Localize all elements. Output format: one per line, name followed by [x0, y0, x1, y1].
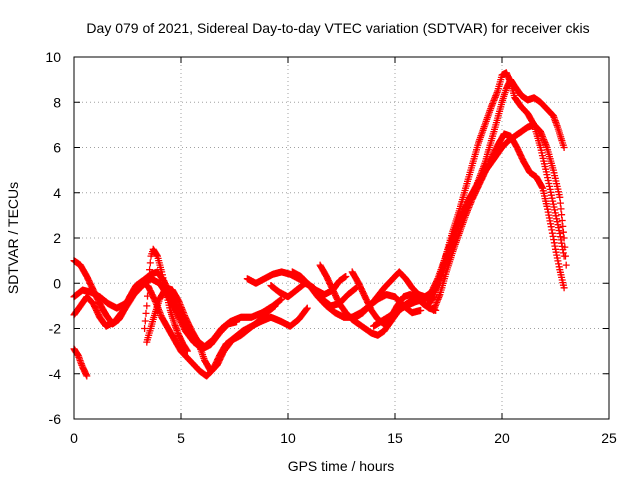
data-point: [417, 306, 425, 314]
x-tick-label-5: 25: [601, 430, 617, 446]
y-tick-label-8: 10: [45, 49, 61, 65]
data-point: [342, 273, 350, 280]
data-point: [141, 325, 149, 332]
data-point: [465, 204, 473, 211]
chart-title: Day 079 of 2021, Sidereal Day-to-day VTE…: [86, 20, 589, 36]
data-point: [544, 177, 552, 184]
y-tick-label-6: 6: [53, 140, 61, 156]
data-point: [183, 347, 191, 355]
data-point: [543, 171, 551, 179]
data-point: [549, 197, 557, 205]
y-tick-label-0: -6: [49, 411, 62, 427]
series-track-6: [143, 284, 279, 375]
x-tick-label-2: 10: [280, 430, 296, 446]
data-point: [144, 282, 152, 290]
data-point: [142, 309, 150, 317]
data-point: [434, 295, 442, 303]
data-point: [552, 212, 560, 220]
data-point: [551, 206, 559, 214]
data-point: [489, 98, 497, 106]
data-point: [553, 218, 561, 226]
data-point: [431, 302, 439, 310]
y-tick-labels: -6 -4 -2 0 2 4 6 8 10: [45, 49, 61, 427]
data-point: [538, 183, 546, 191]
data-point: [466, 200, 474, 208]
data-point: [433, 299, 441, 306]
data-point: [560, 284, 568, 292]
data-point: [146, 266, 154, 274]
data-point: [179, 307, 187, 315]
x-tick-label-0: 0: [70, 430, 78, 446]
data-point: [491, 95, 498, 103]
grid-lines: [74, 57, 609, 419]
x-tick-label-1: 5: [177, 430, 185, 446]
data-point: [303, 305, 311, 313]
series-track-15: [430, 130, 568, 314]
y-tick-label-7: 8: [53, 94, 61, 110]
data-point: [546, 182, 553, 190]
data-point: [462, 211, 470, 219]
data-point: [144, 292, 151, 300]
data-point: [492, 90, 500, 98]
data-point: [554, 257, 562, 265]
data-series: [70, 69, 570, 380]
axis-ticks: [73, 56, 610, 420]
y-axis-label: SDTVAR / TECUs: [5, 182, 21, 294]
data-point: [156, 308, 164, 316]
data-point: [143, 302, 151, 310]
data-point: [559, 228, 567, 236]
data-point: [176, 301, 184, 308]
data-point: [430, 306, 437, 314]
data-point: [141, 317, 149, 325]
data-point: [548, 229, 556, 237]
data-point: [562, 261, 570, 269]
data-point: [506, 77, 514, 85]
x-tick-label-3: 15: [387, 430, 403, 446]
data-point: [145, 273, 153, 280]
data-point: [303, 304, 311, 312]
data-point: [560, 252, 568, 260]
data-point: [540, 136, 548, 144]
data-point: [547, 191, 555, 199]
series-track-9: [288, 268, 425, 321]
series-track-14: [423, 69, 568, 310]
x-tick-labels: 0 5 10 15 20 25: [70, 430, 617, 446]
series-track-5: [141, 245, 191, 355]
data-point: [153, 251, 161, 259]
series-track-1: [70, 345, 91, 380]
data-point: [271, 302, 279, 310]
data-point: [146, 259, 154, 267]
y-tick-label-4: 2: [53, 230, 61, 246]
data-point: [464, 207, 471, 215]
data-point: [177, 304, 185, 312]
y-tick-label-2: -2: [49, 321, 62, 337]
data-point: [558, 217, 566, 224]
data-point: [560, 144, 568, 151]
data-point: [83, 372, 91, 380]
x-axis-label: GPS time / hours: [288, 458, 395, 474]
y-tick-label-3: 0: [53, 275, 61, 291]
x-tick-label-4: 20: [494, 430, 510, 446]
data-point: [559, 249, 567, 257]
y-tick-label-1: -4: [49, 366, 62, 382]
data-point: [555, 227, 563, 234]
y-tick-label-5: 4: [53, 185, 61, 201]
data-point: [488, 101, 496, 109]
